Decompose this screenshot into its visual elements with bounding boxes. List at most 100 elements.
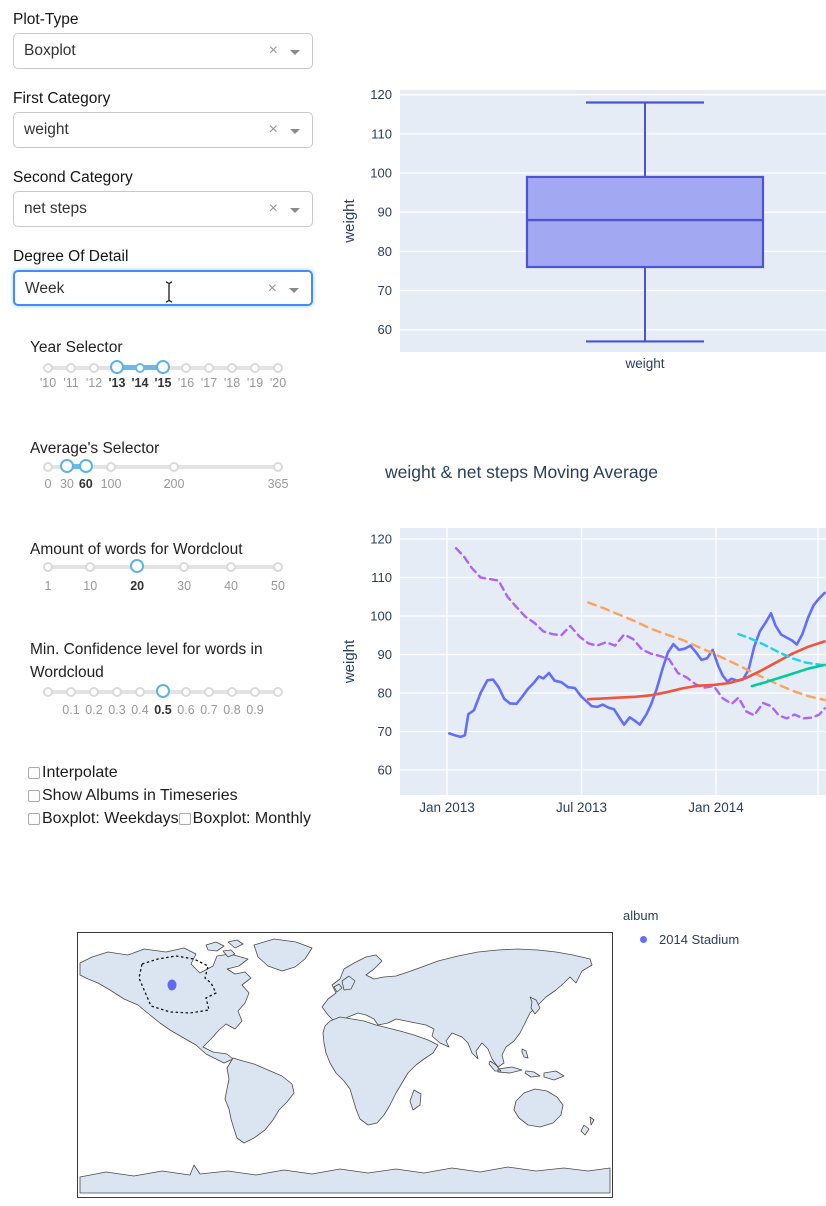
show-albums-row: Show Albums in Timeseries [28,787,238,805]
slider-dot [250,686,260,697]
plot-type-label: Plot-Type [13,11,79,28]
y-axis-tick-label: 80 [378,686,392,701]
slider-mark-label: '12 [85,376,103,390]
slider-dot [273,561,283,572]
slider-handle[interactable] [156,360,170,374]
selected-region-outline[interactable] [138,955,217,1014]
chevron-down-icon[interactable] [290,208,300,213]
map-legend: album 2014 Stadium [623,908,739,947]
north-america [79,947,252,1064]
slider-handle[interactable] [156,684,170,698]
plot-type-value: Boxplot [24,42,76,59]
slider-mark-label: 50 [271,579,285,593]
slider-dot [112,686,122,697]
slider-dot [227,686,237,697]
africa [322,1016,439,1126]
y-axis-tick-label: 110 [371,126,392,141]
averages-selector-marks: 0 30 60 100 200 365 [44,477,289,493]
slider-rail[interactable] [44,464,282,469]
south-america [224,1057,295,1144]
box-iqr[interactable] [525,175,765,269]
show-albums-checkbox[interactable] [28,790,40,802]
series-group [447,547,826,739]
averages-selector-slider[interactable] [43,459,283,474]
legend-marker-icon [640,936,647,943]
slider-track [66,464,86,469]
series-cyan-dashed [737,632,826,667]
y-axis-tick-label: 90 [378,205,392,220]
slider-dot [135,362,145,373]
slider-mark-label: 0.6 [177,703,195,717]
moving-average-chart[interactable]: Jan 2013 Jul 2013 Jan 2014 60 70 80 90 100 110 12… [340,520,826,830]
slider-dot [179,561,190,572]
slider-dot [204,686,214,697]
boxplot-chart[interactable]: 60 70 80 90 100 110 120 weight weight [340,70,826,380]
slider-mark-label: 100 [100,477,122,491]
slider-rail[interactable] [44,564,282,569]
year-selector-marks: '10 '11 '12 '13 '14 '15 '16 '17 '18 '19 '20 [40,376,286,392]
world-map[interactable] [78,933,612,1197]
boxplot-options-row: Boxplot: Weekdays Boxplot: Monthly [28,810,311,828]
chevron-down-icon[interactable] [290,129,300,134]
slider-mark-label: 60 [78,477,93,491]
legend-item[interactable]: 2014 Stadium [623,932,739,947]
clear-icon[interactable]: × [267,280,277,297]
slider-dot [106,461,116,472]
clear-icon[interactable]: × [268,200,278,217]
y-axis-tick-label: 60 [378,322,392,337]
japan [529,996,541,1015]
first-category-dropdown[interactable]: weight × [13,112,313,148]
second-category-label: Second Category [13,169,133,186]
slider-mark-label: 365 [267,477,289,491]
slider-dot [135,686,145,697]
wordcloud-confidence-slider[interactable] [43,684,283,699]
madagascar [409,1089,422,1111]
series-orange-dashed [587,601,826,702]
y-axis-tick-label: 110 [371,570,392,585]
slider-handle[interactable] [110,360,124,374]
x-axis-tick-label: weight [624,356,664,371]
greenland [253,938,313,972]
slider-mark-label: 0 [44,477,52,491]
album-location-marker[interactable] [167,979,177,991]
chevron-down-icon[interactable] [290,50,300,55]
slider-handle[interactable] [78,459,93,473]
slider-dot [43,686,53,697]
boxplot-weekdays-checkbox[interactable] [28,813,40,825]
united-kingdom [333,975,356,993]
boxplot-monthly-label: Boxplot: Monthly [192,810,311,827]
wordcloud-confidence-marks: 0.1 0.2 0.3 0.4 0.5 0.6 0.7 0.8 0.9 [48,703,278,719]
slider-dot [273,362,283,373]
boxplot-monthly-checkbox[interactable] [178,813,191,825]
interpolate-checkbox[interactable] [28,767,40,779]
philippines [521,1048,529,1059]
y-axis-tick-label: 90 [378,647,392,662]
series-purple-dashed [454,547,826,720]
year-selector-slider[interactable] [43,360,283,375]
slider-handle[interactable] [59,459,74,473]
slider-dot [181,362,191,373]
wordcloud-amount-slider[interactable] [43,559,283,574]
world-map-frame [77,932,613,1198]
slider-mark-label: '10 [39,376,57,390]
interpolate-row: Interpolate [28,764,118,782]
clear-icon[interactable]: × [268,42,278,59]
australia [513,1088,564,1128]
y-axis-tick-label: 70 [378,724,392,739]
series-blue-solid [447,591,826,739]
slider-handle[interactable] [130,559,145,573]
plot-type-dropdown[interactable]: Boxplot × [13,33,313,69]
degree-of-detail-label: Degree Of Detail [13,248,129,265]
slider-mark-label: 0.9 [246,703,264,717]
y-axis-title: weight [341,639,358,684]
clear-icon[interactable]: × [268,121,278,138]
chevron-down-icon[interactable] [289,288,299,293]
second-category-dropdown[interactable]: net steps × [13,191,313,227]
slider-mark-label: 0.2 [85,703,103,717]
slider-mark-label: 40 [224,579,238,593]
degree-of-detail-dropdown[interactable]: Week × [13,270,313,306]
y-axis-title: weight [341,198,358,243]
show-albums-label: Show Albums in Timeseries [42,787,238,804]
y-axis-tick-label: 80 [378,244,392,259]
